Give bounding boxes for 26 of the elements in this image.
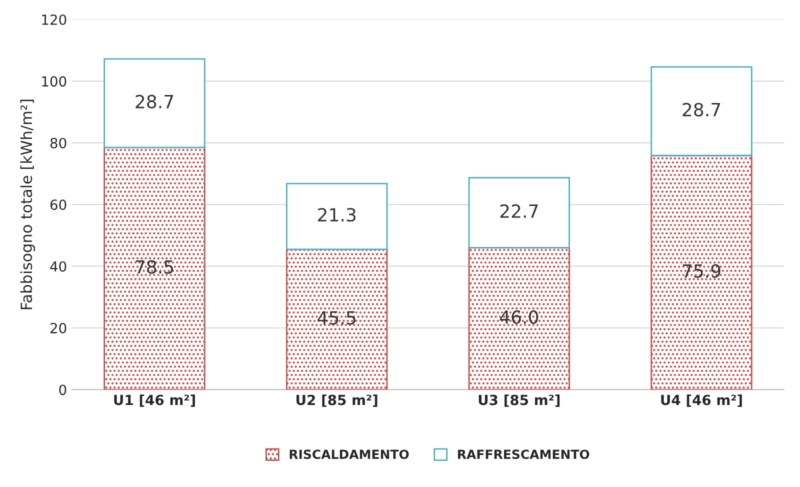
x-tick-label: U1 [46 m²] — [114, 394, 195, 407]
y-tick-label: 20 — [50, 322, 66, 334]
data-label: 28.7 — [682, 102, 720, 116]
data-label: 28.7 — [136, 94, 174, 108]
bar — [468, 177, 570, 248]
bar — [468, 247, 570, 390]
y-tick-label: 120 — [42, 14, 66, 25]
bar — [286, 182, 388, 250]
x-tick-label: U4 [46 m²] — [661, 394, 742, 407]
y-tick-label: 60 — [50, 200, 66, 210]
y-tick-label: 80 — [50, 138, 66, 148]
legend-label: RISCALDAMENTO — [290, 450, 409, 460]
data-label: 21.3 — [318, 208, 356, 222]
y-tick-label: 40 — [50, 261, 66, 272]
x-tick-label: U2 [85 m²] — [296, 394, 378, 407]
bar — [104, 146, 206, 390]
y-axis-title: Fabbisogno totale [kWh/m²] — [20, 100, 36, 310]
y-tick-label: 0 — [59, 384, 66, 396]
bar — [650, 66, 752, 156]
y-tick-label: 100 — [42, 76, 66, 87]
bar — [286, 248, 388, 390]
x-tick-label: U3 [85 m²] — [478, 394, 560, 407]
bar — [650, 154, 752, 390]
legend-label: RAFFRESCAMENTO — [458, 450, 590, 460]
bar — [104, 58, 206, 148]
data-label: 22.7 — [500, 204, 538, 218]
